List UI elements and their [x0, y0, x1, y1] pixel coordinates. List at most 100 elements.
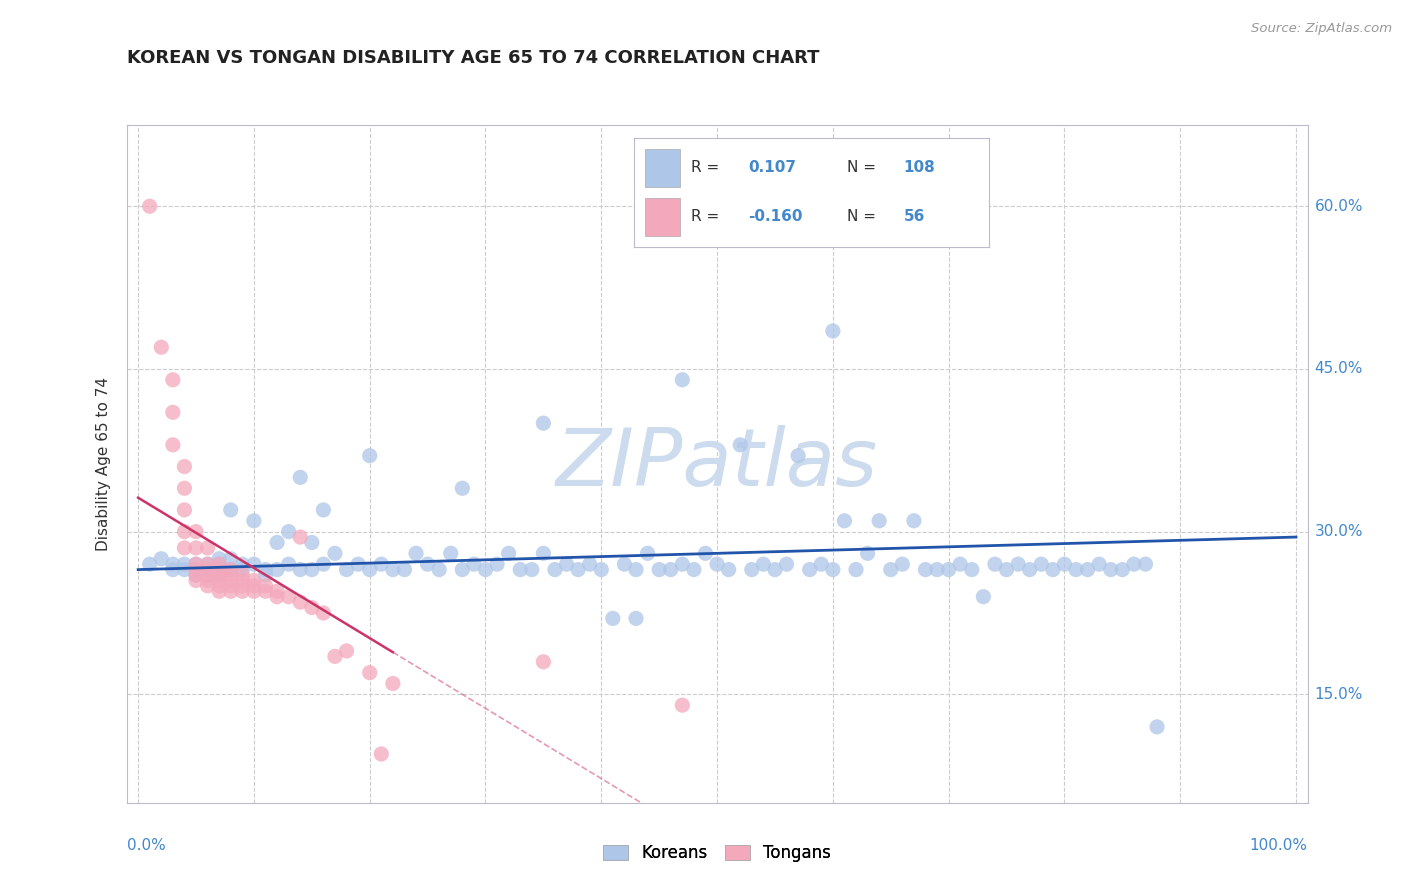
Point	[219, 568, 242, 582]
Point	[184, 563, 207, 577]
Point	[810, 557, 832, 571]
Point	[624, 563, 647, 577]
Point	[197, 579, 219, 593]
Point	[150, 551, 173, 566]
Point	[290, 595, 312, 609]
Text: 0.0%: 0.0%	[127, 838, 166, 854]
Point	[671, 698, 693, 713]
Point	[624, 611, 647, 625]
Point	[197, 563, 219, 577]
Point	[277, 524, 299, 539]
Point	[1077, 563, 1099, 577]
Point	[173, 557, 195, 571]
Point	[197, 574, 219, 588]
Point	[323, 546, 346, 560]
Point	[960, 563, 983, 577]
Point	[208, 568, 231, 582]
Point	[173, 524, 195, 539]
Point	[184, 568, 207, 582]
Point	[1031, 557, 1053, 571]
Point	[184, 557, 207, 571]
Point	[162, 563, 184, 577]
Point	[208, 579, 231, 593]
Text: 30.0%: 30.0%	[1315, 524, 1362, 539]
Point	[671, 557, 693, 571]
Point	[370, 747, 392, 761]
Point	[834, 514, 856, 528]
Point	[254, 568, 277, 582]
Point	[219, 503, 242, 517]
Point	[914, 563, 936, 577]
Point	[290, 530, 312, 544]
Point	[197, 557, 219, 571]
Point	[531, 416, 554, 430]
Point	[728, 438, 751, 452]
Point	[394, 563, 416, 577]
Point	[301, 563, 323, 577]
Text: ZIPatlas: ZIPatlas	[555, 425, 879, 503]
Point	[752, 557, 775, 571]
Point	[138, 199, 160, 213]
Point	[1135, 557, 1157, 571]
Point	[243, 557, 266, 571]
Point	[763, 563, 786, 577]
Point	[845, 563, 868, 577]
Point	[290, 470, 312, 484]
Point	[208, 557, 231, 571]
Point	[219, 579, 242, 593]
Point	[312, 503, 335, 517]
Point	[1053, 557, 1076, 571]
Point	[486, 557, 509, 571]
Point	[578, 557, 600, 571]
Point	[787, 449, 810, 463]
Point	[335, 644, 357, 658]
Text: 15.0%: 15.0%	[1315, 687, 1362, 702]
Point	[544, 563, 567, 577]
Point	[162, 405, 184, 419]
Point	[984, 557, 1007, 571]
Point	[1018, 563, 1040, 577]
Point	[335, 563, 357, 577]
Point	[498, 546, 520, 560]
Point	[1146, 720, 1168, 734]
Point	[219, 551, 242, 566]
Point	[1088, 557, 1111, 571]
Point	[671, 373, 693, 387]
Text: 100.0%: 100.0%	[1250, 838, 1308, 854]
Point	[243, 579, 266, 593]
Point	[347, 557, 370, 571]
Point	[138, 557, 160, 571]
Point	[254, 579, 277, 593]
Point	[173, 503, 195, 517]
Point	[277, 557, 299, 571]
Point	[231, 563, 253, 577]
Point	[1122, 557, 1144, 571]
Point	[219, 563, 242, 577]
Point	[184, 524, 207, 539]
Point	[416, 557, 439, 571]
Point	[266, 584, 288, 599]
Point	[197, 557, 219, 571]
Point	[301, 600, 323, 615]
Point	[162, 438, 184, 452]
Point	[162, 373, 184, 387]
Point	[290, 563, 312, 577]
Point	[208, 563, 231, 577]
Point	[381, 563, 404, 577]
Point	[243, 574, 266, 588]
Point	[208, 551, 231, 566]
Point	[880, 563, 903, 577]
Point	[591, 563, 613, 577]
Point	[197, 568, 219, 582]
Point	[717, 563, 740, 577]
Point	[741, 563, 763, 577]
Point	[243, 584, 266, 599]
Point	[856, 546, 879, 560]
Point	[695, 546, 717, 560]
Point	[1007, 557, 1029, 571]
Point	[949, 557, 972, 571]
Text: KOREAN VS TONGAN DISABILITY AGE 65 TO 74 CORRELATION CHART: KOREAN VS TONGAN DISABILITY AGE 65 TO 74…	[127, 49, 820, 67]
Point	[613, 557, 636, 571]
Point	[197, 563, 219, 577]
Point	[451, 481, 474, 495]
